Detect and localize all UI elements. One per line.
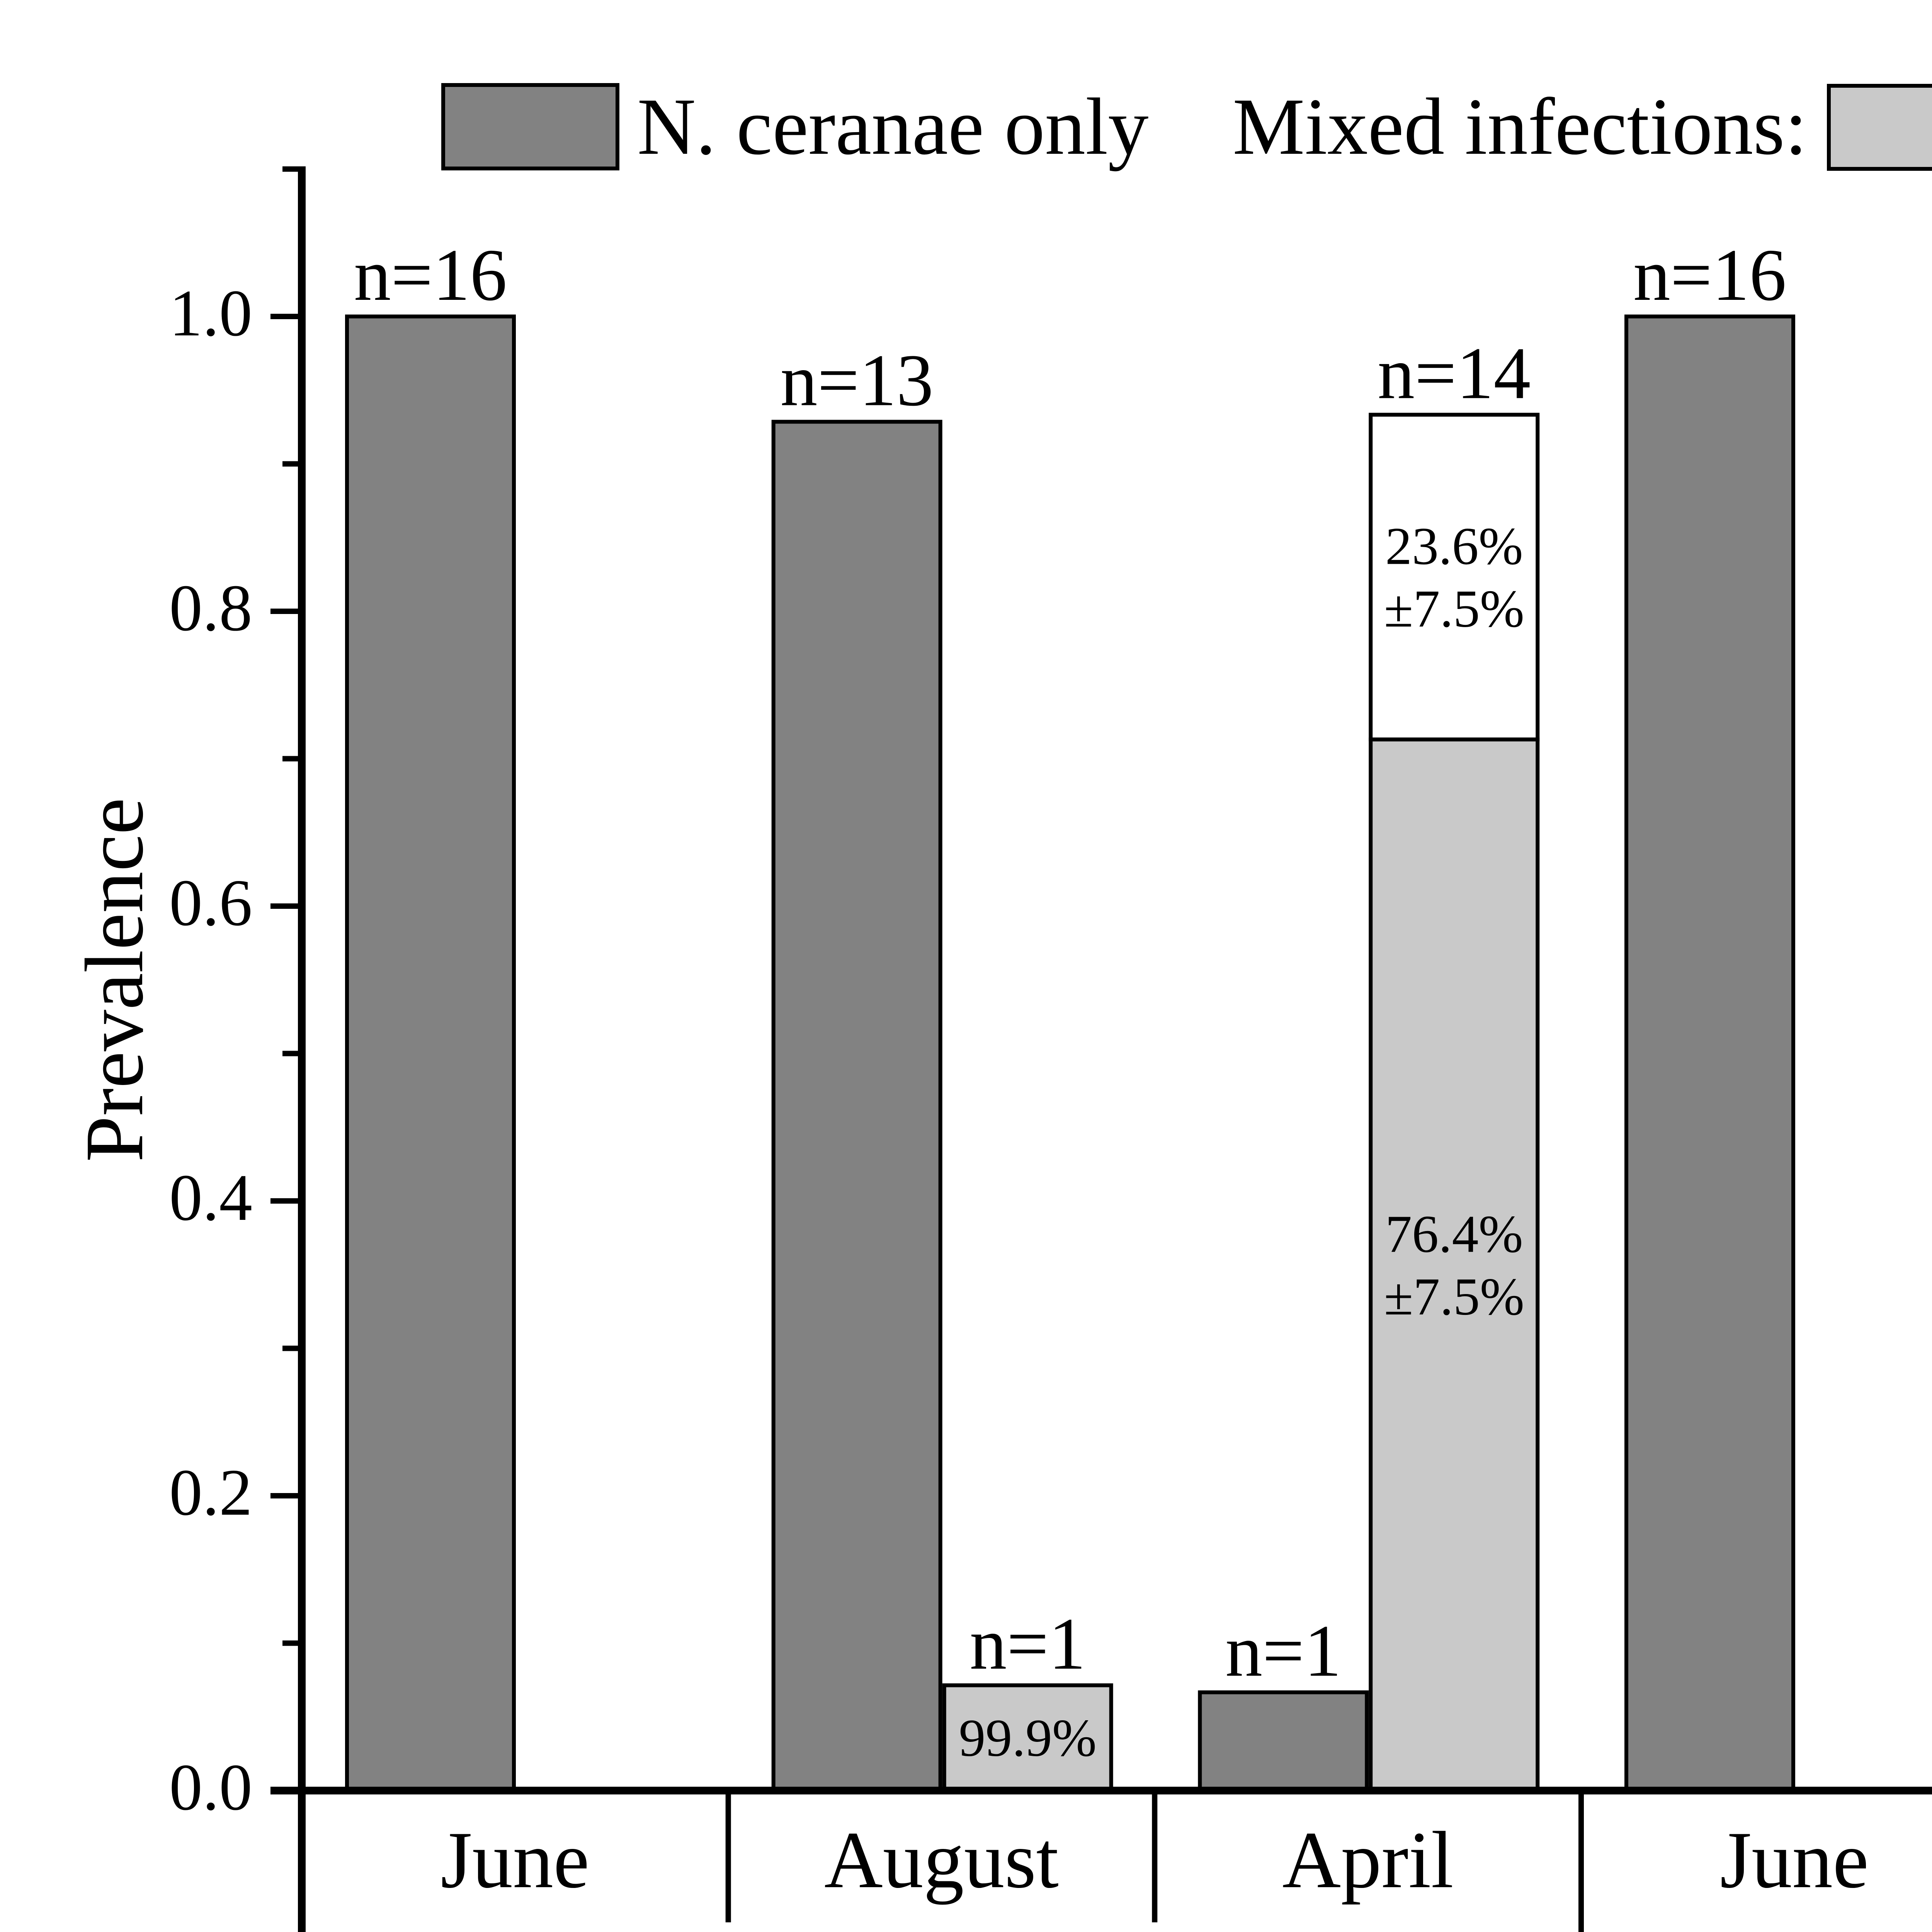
svg-text:June: June	[440, 1815, 589, 1905]
svg-text:n=14: n=14	[1378, 332, 1531, 414]
svg-text:June: June	[1720, 1815, 1869, 1905]
svg-text:0.4: 0.4	[169, 1161, 252, 1235]
svg-text:0.2: 0.2	[169, 1456, 252, 1529]
svg-text:76.4%: 76.4%	[1385, 1204, 1523, 1264]
svg-text:±7.5%: ±7.5%	[1384, 579, 1524, 638]
svg-text:August: August	[824, 1815, 1059, 1905]
svg-text:0.6: 0.6	[169, 866, 252, 940]
svg-text:n=1: n=1	[1225, 1610, 1341, 1692]
svg-text:Prevalence: Prevalence	[68, 798, 160, 1162]
svg-text:n=16: n=16	[1633, 234, 1786, 316]
svg-text:0.0: 0.0	[169, 1751, 252, 1824]
svg-text:n=16: n=16	[354, 234, 507, 316]
svg-text:±7.5%: ±7.5%	[1384, 1267, 1524, 1326]
svg-text:n=1: n=1	[970, 1603, 1086, 1685]
svg-text:0.8: 0.8	[169, 571, 252, 645]
svg-text:Mixed infections:: Mixed infections:	[1233, 82, 1807, 172]
svg-text:n=13: n=13	[781, 339, 934, 422]
svg-text:April: April	[1282, 1815, 1454, 1905]
svg-text:23.6%: 23.6%	[1385, 517, 1523, 576]
svg-text:1.0: 1.0	[169, 277, 252, 350]
svg-text:99.9%: 99.9%	[959, 1708, 1096, 1767]
svg-text:N. ceranae only: N. ceranae only	[637, 82, 1148, 172]
